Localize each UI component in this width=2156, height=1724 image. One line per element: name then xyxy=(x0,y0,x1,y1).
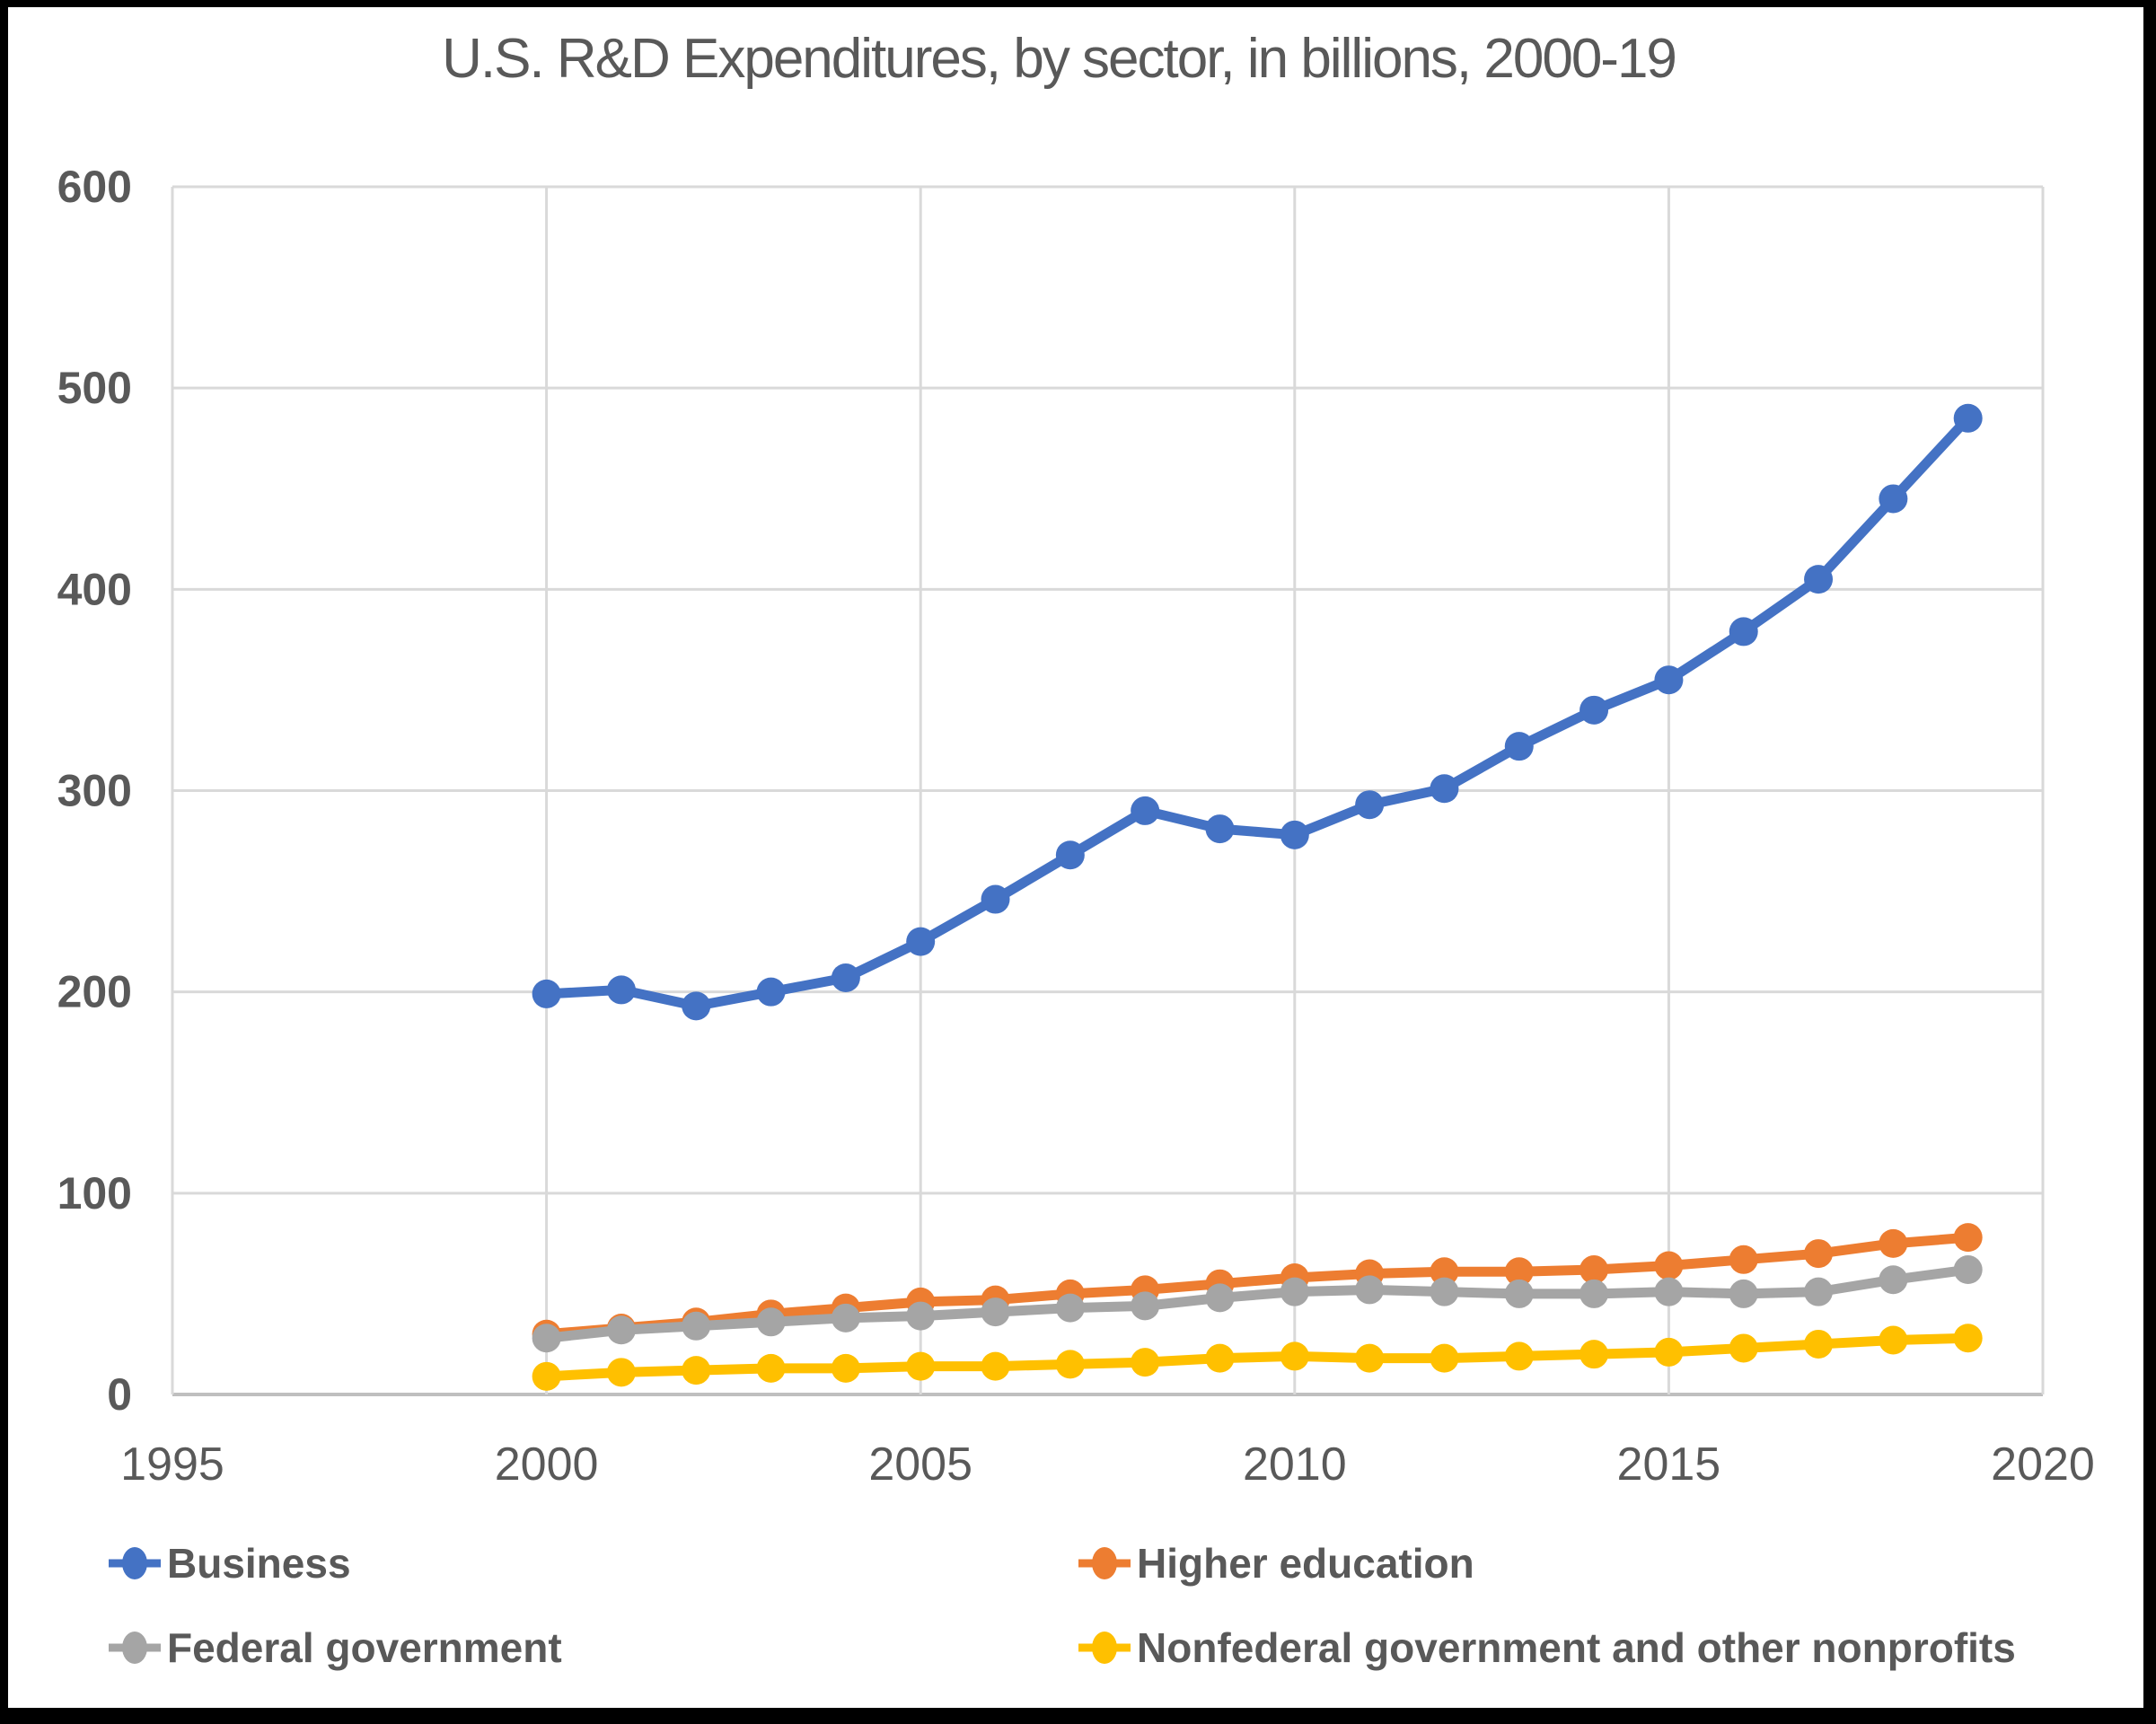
data-point xyxy=(1953,403,1983,433)
legend-label-nonfederal-government: Nonfederal government and other nonprofi… xyxy=(1137,1624,2016,1671)
data-point xyxy=(532,1324,561,1353)
data-point xyxy=(1131,1348,1160,1377)
data-point xyxy=(1804,565,1834,594)
x-axis-tick-label: 2005 xyxy=(868,1438,972,1491)
data-point xyxy=(1205,814,1235,844)
data-point xyxy=(1355,1343,1385,1373)
data-point xyxy=(1280,1341,1309,1371)
data-point xyxy=(1953,1324,1983,1353)
data-point xyxy=(1804,1277,1834,1306)
data-point xyxy=(1953,1223,1983,1253)
data-point xyxy=(1355,1275,1385,1305)
data-point xyxy=(1879,1325,1908,1355)
data-point xyxy=(1729,1279,1758,1308)
data-point xyxy=(1430,1257,1459,1287)
data-point xyxy=(1430,1343,1459,1373)
data-point xyxy=(906,1351,936,1381)
data-point xyxy=(1804,1239,1834,1269)
data-point xyxy=(906,1301,936,1331)
legend-label-federal-government: Federal government xyxy=(167,1624,562,1671)
data-point xyxy=(1654,1337,1684,1367)
x-axis-tick-label: 2015 xyxy=(1617,1438,1721,1491)
data-point xyxy=(1729,1333,1758,1363)
data-point xyxy=(756,1307,786,1337)
data-point xyxy=(1205,1343,1235,1373)
data-point xyxy=(606,975,636,1005)
data-point xyxy=(1879,1228,1908,1258)
data-point xyxy=(1504,1257,1534,1287)
data-point xyxy=(981,1297,1010,1327)
data-point xyxy=(1430,774,1459,804)
data-point xyxy=(756,977,786,1007)
data-point xyxy=(1055,1350,1085,1379)
data-point xyxy=(682,991,711,1021)
legend-label-higher-education: Higher education xyxy=(1137,1540,1474,1587)
legend: Business Higher education Federal govern… xyxy=(8,1525,2143,1695)
y-axis-tick-label: 600 xyxy=(57,162,132,212)
legend-item-business: Business xyxy=(109,1539,351,1588)
y-axis-tick-label: 200 xyxy=(57,967,132,1017)
legend-item-higher-education: Higher education xyxy=(1078,1539,1474,1588)
data-point xyxy=(1355,790,1385,820)
data-point xyxy=(1131,796,1160,825)
data-point xyxy=(1654,665,1684,695)
legend-item-federal-government: Federal government xyxy=(109,1623,562,1672)
data-point xyxy=(1504,1279,1534,1308)
data-point xyxy=(682,1311,711,1341)
data-point xyxy=(532,1361,561,1391)
data-point xyxy=(1280,1277,1309,1306)
x-axis-tick-label: 2010 xyxy=(1243,1438,1347,1491)
data-point xyxy=(1205,1283,1235,1313)
series-line xyxy=(541,413,1974,1011)
nonfederal-government-line-marker-icon xyxy=(1078,1632,1131,1664)
chart: U.S. R&D Expenditures, by sector, in bil… xyxy=(8,7,2143,1708)
data-point xyxy=(1953,1255,1983,1285)
data-point xyxy=(831,963,860,992)
data-point xyxy=(981,1351,1010,1381)
x-axis-tick-label: 2020 xyxy=(1991,1438,2095,1491)
data-point xyxy=(1131,1291,1160,1321)
data-point xyxy=(1580,1279,1609,1308)
data-point xyxy=(756,1353,786,1383)
data-point xyxy=(831,1303,860,1333)
legend-item-nonfederal-government: Nonfederal government and other nonprofi… xyxy=(1078,1623,2016,1672)
data-point xyxy=(1729,617,1758,646)
data-point xyxy=(532,979,561,1008)
data-point xyxy=(1504,1341,1534,1371)
data-point xyxy=(1580,1255,1609,1285)
x-axis-tick-label: 2000 xyxy=(495,1438,599,1491)
data-point xyxy=(682,1356,711,1385)
y-axis-tick-label: 300 xyxy=(57,766,132,816)
data-point xyxy=(1654,1251,1684,1280)
legend-label-business: Business xyxy=(167,1540,351,1587)
data-point xyxy=(1879,1265,1908,1295)
chart-title: U.S. R&D Expenditures, by sector, in bil… xyxy=(442,28,1677,90)
data-point xyxy=(1430,1277,1459,1306)
data-point xyxy=(606,1358,636,1387)
data-point xyxy=(1729,1245,1758,1274)
data-point xyxy=(1504,732,1534,761)
business-line-marker-icon xyxy=(109,1547,161,1579)
y-axis-tick-label: 500 xyxy=(57,363,132,413)
data-point xyxy=(1879,484,1908,514)
y-axis-tick-label: 0 xyxy=(107,1369,132,1420)
data-point xyxy=(906,927,936,956)
data-point xyxy=(606,1315,636,1345)
data-point xyxy=(1804,1329,1834,1359)
data-point xyxy=(981,884,1010,914)
y-axis-tick-label: 400 xyxy=(57,564,132,614)
y-axis-tick-label: 100 xyxy=(57,1168,132,1218)
federal-government-line-marker-icon xyxy=(109,1632,161,1664)
data-point xyxy=(831,1353,860,1383)
data-point xyxy=(1654,1277,1684,1306)
data-point xyxy=(1580,695,1609,725)
higher-education-line-marker-icon xyxy=(1078,1547,1131,1579)
data-point xyxy=(1580,1340,1609,1369)
data-point xyxy=(1055,1293,1085,1323)
x-axis-tick-label: 1995 xyxy=(120,1438,224,1491)
data-point xyxy=(1280,820,1309,849)
plot-area: 0 100 200 300 400 500 600 1995 2000 2005 2010 2015 2… xyxy=(57,162,2095,1491)
data-point xyxy=(1055,840,1085,870)
